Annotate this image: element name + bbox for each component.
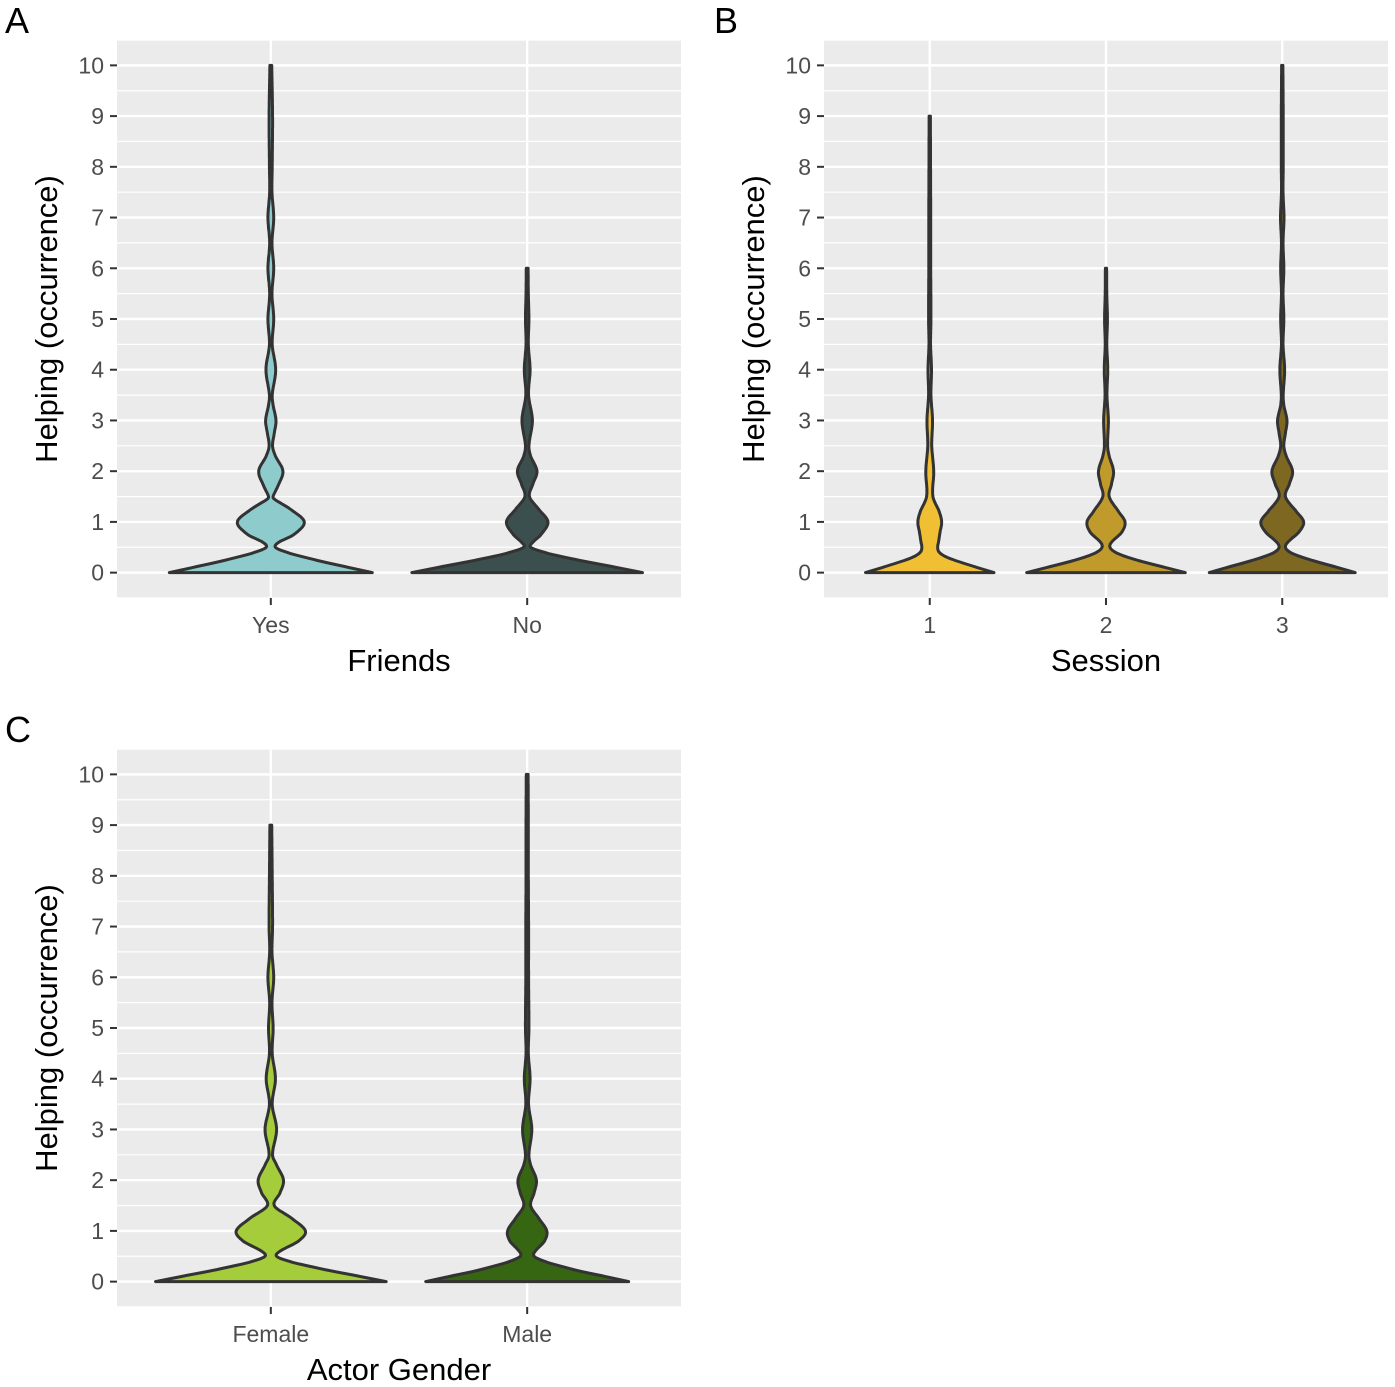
y-tick-label: 7 [798,205,811,231]
x-axis-title: Actor Gender [307,1352,491,1387]
y-tick-label: 6 [91,255,104,281]
y-tick-label: 9 [91,812,104,838]
x-tick-label: Male [502,1321,552,1347]
y-tick-label: 10 [78,761,104,787]
y-tick-label: 7 [91,205,104,231]
panel-label: C [5,709,31,750]
y-tick-label: 6 [798,255,811,281]
violin-1 [864,114,996,575]
panel-label: B [714,0,738,41]
y-tick-label: 6 [91,964,104,990]
y-tick-label: 3 [91,1116,104,1142]
y-tick-label: 0 [91,1269,104,1295]
y-tick-label: 3 [798,407,811,433]
y-tick-label: 1 [91,509,104,535]
x-axis-title: Session [1051,643,1161,678]
violin-no [410,266,644,575]
y-tick-label: 4 [798,357,811,383]
x-tick-label: 3 [1276,612,1289,638]
y-tick-label: 9 [91,103,104,129]
x-tick-label: Yes [252,612,290,638]
panel-label: A [5,0,29,41]
y-tick-label: 10 [785,52,811,78]
x-tick-label: 2 [1100,612,1113,638]
y-tick-label: 1 [91,1218,104,1244]
y-tick-label: 4 [91,1066,104,1092]
y-tick-label: 0 [91,560,104,586]
panel-a: 0 1 2 3 4 5 6 7 8 9 10 Yes No Friends Helping (occurre… [5,0,681,678]
y-tick-label: 5 [798,306,811,332]
y-tick-label: 5 [91,306,104,332]
violin-male [424,772,631,1284]
y-tick-label: 4 [91,357,104,383]
y-axis-title: Helping (occurrence) [29,175,64,463]
y-tick-label: 1 [798,509,811,535]
y-tick-label: 2 [798,458,811,484]
violin-female [154,823,388,1284]
y-tick-label: 8 [91,863,104,889]
violin-yes [167,63,374,575]
y-tick-label: 0 [798,560,811,586]
y-axis-title: Helping (occurrence) [29,884,64,1172]
y-tick-label: 10 [78,52,104,78]
x-tick-label: Female [232,1321,309,1347]
y-tick-label: 7 [91,914,104,940]
y-tick-label: 8 [91,154,104,180]
panel-c: 0 1 2 3 4 5 6 7 8 9 10 Female Male Actor Gender Helpin… [5,709,681,1387]
y-tick-label: 3 [91,407,104,433]
y-tick-label: 2 [91,458,104,484]
violin-2 [1025,266,1187,575]
y-tick-label: 5 [91,1015,104,1041]
y-tick-label: 8 [798,154,811,180]
x-axis-title: Friends [347,643,450,678]
panel-b: 0 1 2 3 4 5 6 7 8 9 10 1 2 3 Session Helping (occurrenc… [714,0,1388,678]
x-tick-label: No [512,612,541,638]
violin-3 [1207,63,1357,575]
y-tick-label: 9 [798,103,811,129]
y-axis-title: Helping (occurrence) [736,175,771,463]
x-tick-label: 1 [923,612,936,638]
y-tick-label: 2 [91,1167,104,1193]
